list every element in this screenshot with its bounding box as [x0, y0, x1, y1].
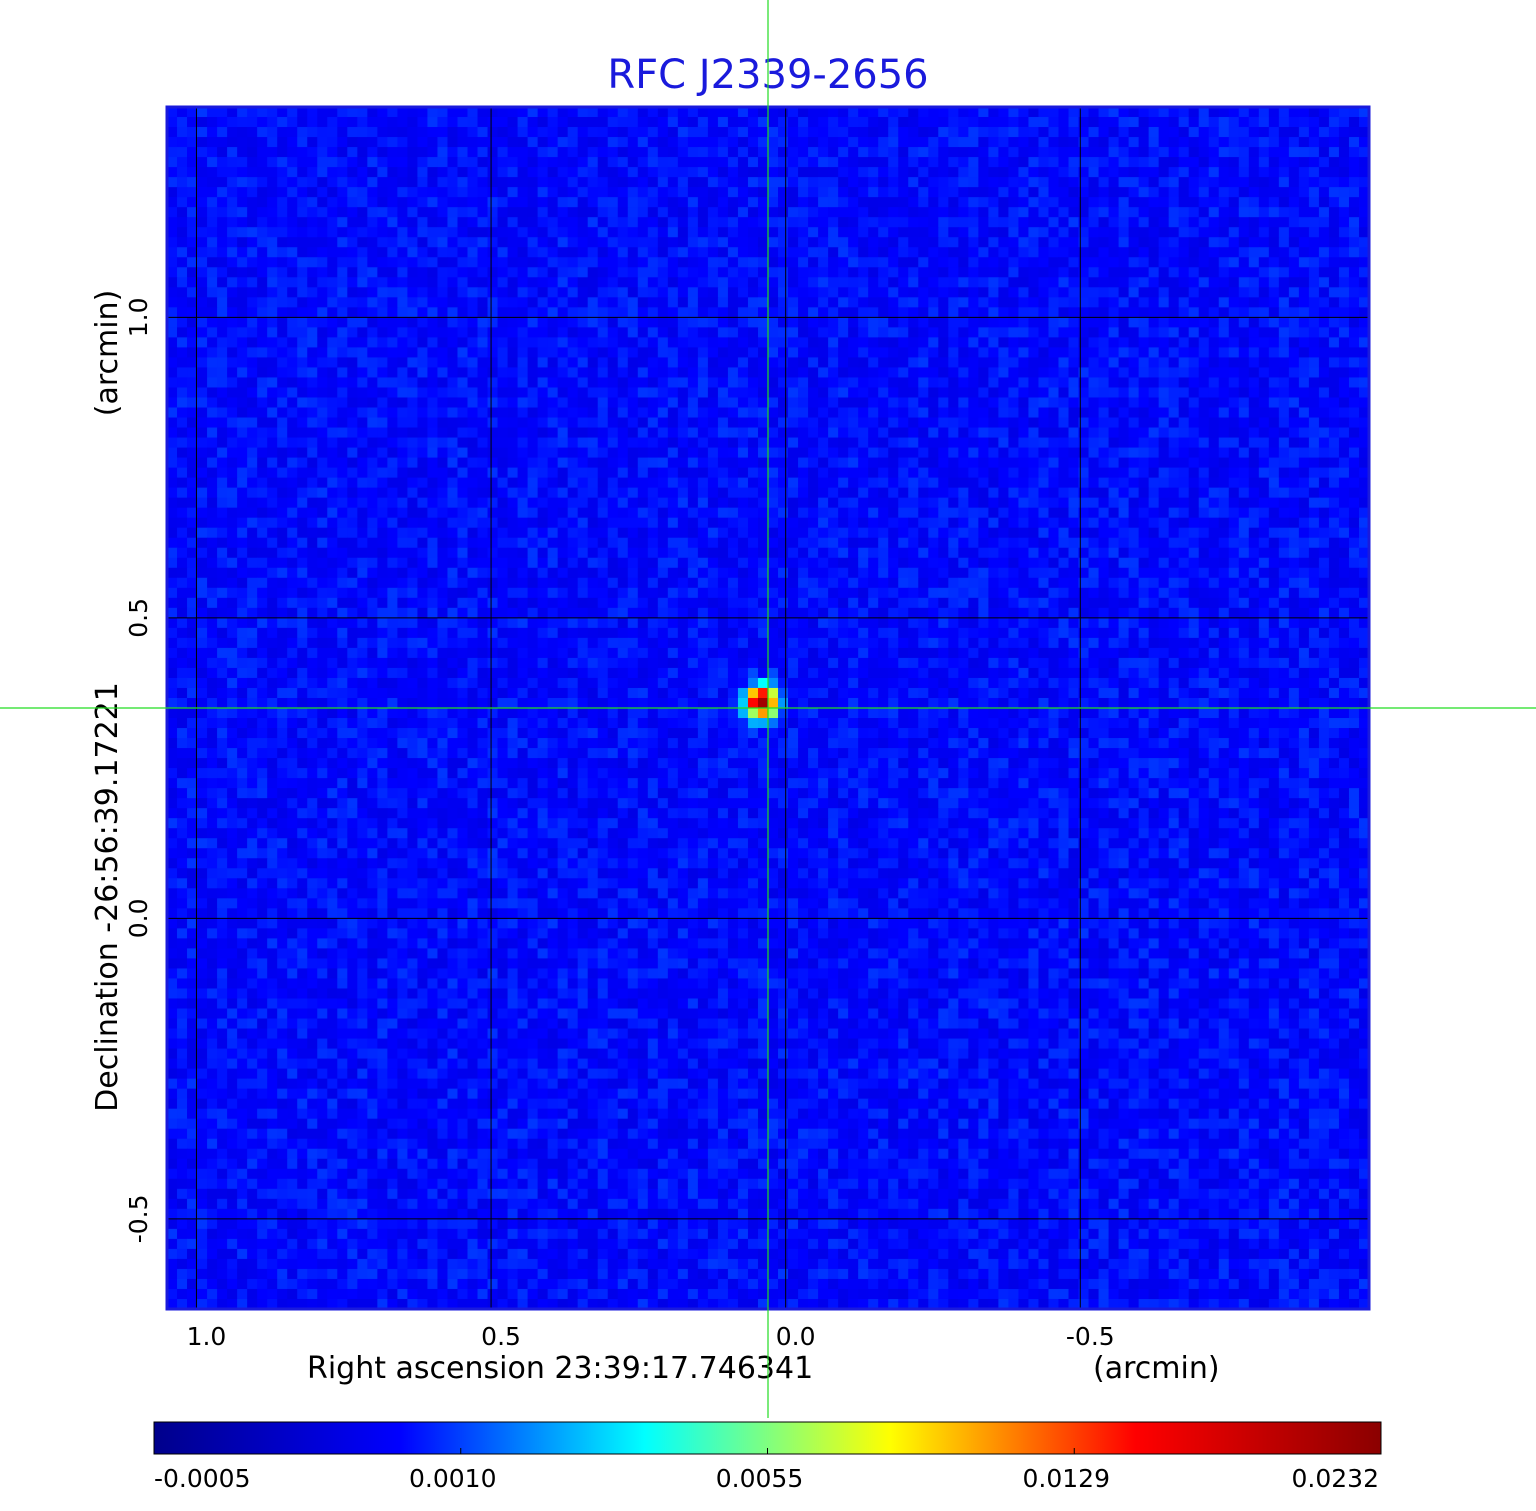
colorbar-tick-label-1: 0.0010: [409, 1464, 496, 1493]
x-tick-label-2: 0.0: [776, 1322, 816, 1351]
x-tick-label-0: 1.0: [187, 1322, 227, 1351]
heatmap-image: [167, 107, 1370, 1310]
colorbar-tick-label-2: 0.0055: [716, 1464, 803, 1493]
x-axis-label: Right ascension 23:39:17.746341: [307, 1351, 813, 1386]
y-tick-label-0: 1.0: [124, 297, 153, 337]
x-axis-unit: (arcmin): [1093, 1351, 1220, 1386]
y-tick-label-2: 0.0: [124, 898, 153, 938]
y-axis-unit: (arcmin): [90, 290, 125, 417]
x-tick-label-1: 0.5: [481, 1322, 521, 1351]
x-tick-labels: 1.0 0.5 0.0 -0.5: [187, 1322, 1115, 1351]
x-tick-label-3: -0.5: [1066, 1322, 1115, 1351]
y-axis-label: Declination -26:56:39.17221: [90, 682, 125, 1112]
colorbar-tick-labels: -0.0005 0.0010 0.0055 0.0129 0.0232: [153, 1448, 1382, 1493]
colorbar-tick-label-0: -0.0005: [154, 1464, 251, 1493]
crosshair: [0, 0, 1536, 1418]
colorbar-tick-label-4: 0.0232: [1292, 1464, 1379, 1493]
colorbar-tick-label-3: 0.0129: [1023, 1464, 1110, 1493]
y-tick-labels: 1.0 0.5 0.0 -0.5: [124, 297, 153, 1243]
y-tick-label-3: -0.5: [124, 1194, 153, 1243]
y-tick-label-1: 0.5: [124, 598, 153, 638]
